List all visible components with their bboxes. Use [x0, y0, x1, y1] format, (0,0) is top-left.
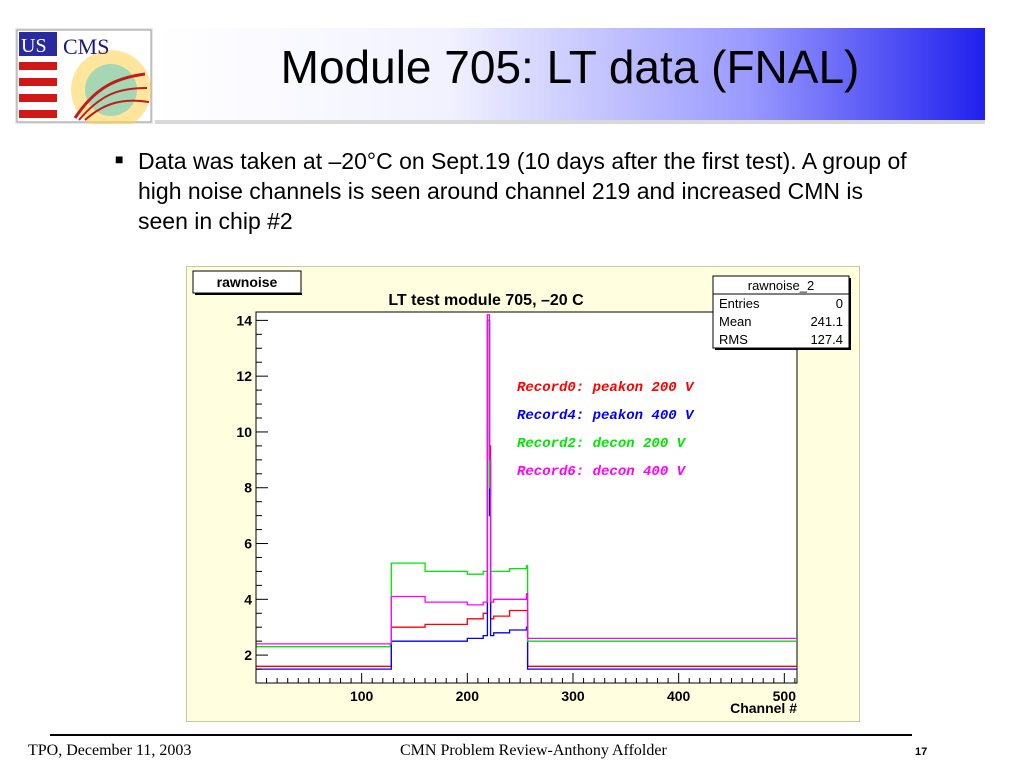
bullet-marker: ■ [115, 151, 124, 167]
stats-row-label-1: Mean [719, 314, 752, 329]
y-tick-label-0: 2 [244, 647, 252, 663]
stats-row-label-2: RMS [719, 332, 748, 347]
series-line-3 [256, 314, 797, 645]
bullet-text: Data was taken at –20°C on Sept.19 (10 d… [138, 148, 907, 234]
rawnoise-chart: rawnoise LT test module 705, –20 C 100 20… [187, 267, 859, 721]
footer-divider [50, 734, 912, 736]
legend-entry-0: Record0: peakon 200 V [517, 380, 695, 396]
x-tick-label-2: 300 [561, 688, 585, 704]
y-tick-label-4: 10 [236, 424, 252, 440]
x-axis-label: Channel # [730, 700, 797, 716]
stats-row-value-1: 241.1 [810, 314, 843, 329]
chart-frame: rawnoise LT test module 705, –20 C 100 20… [186, 266, 860, 722]
histogram-name-label: rawnoise [217, 274, 278, 290]
x-tick-label-0: 100 [350, 688, 374, 704]
stats-row-label-0: Entries [719, 296, 760, 311]
stats-row-value-0: 0 [836, 296, 843, 311]
logo-us-text: US [21, 35, 47, 57]
y-tick-label-2: 6 [244, 536, 252, 552]
stats-row-value-2: 127.4 [810, 332, 843, 347]
plot-area [255, 311, 798, 684]
stats-box [712, 275, 850, 349]
y-tick-label-1: 4 [244, 591, 252, 607]
legend-entry-1: Record4: peakon 400 V [517, 408, 695, 424]
footer-date: TPO, December 11, 2003 [28, 742, 192, 759]
chart-title: LT test module 705, –20 C [388, 292, 584, 309]
x-tick-label-4: 500 [773, 688, 797, 704]
y-tick-label-6: 14 [236, 312, 252, 328]
legend-entry-3: Record6: decon 400 V [517, 464, 687, 480]
y-tick-label-5: 12 [236, 368, 252, 384]
legend-entry-2: Record2: decon 200 V [517, 436, 687, 452]
title-bar-shadow [155, 120, 985, 124]
footer-presenter: CMN Problem Review-Anthony Affolder [400, 742, 667, 759]
y-tick-label-3: 8 [244, 480, 252, 496]
x-tick-label-1: 200 [456, 688, 480, 704]
title-bar [155, 28, 985, 120]
page-number: 17 [915, 746, 928, 758]
x-tick-label-3: 400 [667, 688, 691, 704]
slide-title: Module 705: LT data (FNAL) [280, 41, 860, 93]
logo-cms-text: CMS [63, 34, 109, 59]
stats-box-title: rawnoise_2 [748, 278, 815, 293]
us-cms-logo: US CMS [15, 28, 153, 124]
